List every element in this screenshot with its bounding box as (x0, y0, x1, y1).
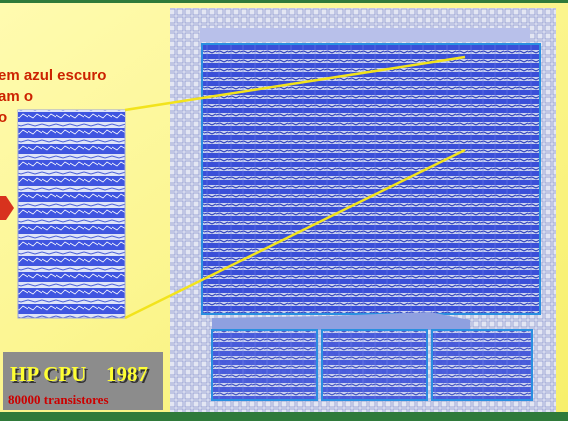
callout-text: em azul escuro (0, 67, 106, 84)
zoom-image-top (18, 110, 125, 126)
chip-image (170, 8, 556, 412)
caption-title: HP CPU (10, 362, 86, 386)
zoom-image (18, 110, 125, 318)
caption-year: 1987 (106, 362, 148, 386)
slide: em azul escuro am o o HP CPU HP CPU 1987… (0, 0, 568, 421)
caption-box: HP CPU HP CPU 1987 1987 80000 transistor… (3, 352, 163, 410)
page: {"callout": {"lines": ["em azul escuro",… (0, 0, 568, 421)
callout-text: o (0, 109, 7, 126)
caption-subtitle: 80000 transistores (8, 392, 109, 407)
bottom-border (0, 412, 568, 421)
top-border (0, 0, 568, 3)
callout-text: am o (0, 88, 33, 105)
